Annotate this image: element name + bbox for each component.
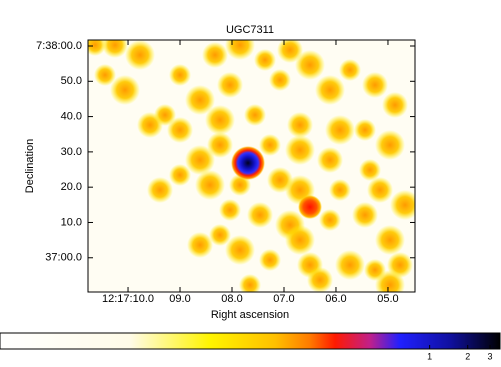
emission-blob [287, 112, 313, 138]
emission-blob [329, 179, 351, 201]
x-tick-label: 07.0 [273, 293, 294, 305]
colorbar-tick-label: 2 [465, 351, 470, 361]
emission-blob [102, 40, 128, 58]
emission-blob [187, 232, 213, 258]
emission-blob [317, 147, 343, 173]
emission-blob [94, 64, 116, 86]
emission-blob [390, 190, 415, 220]
y-axis-label: Declination [24, 139, 36, 193]
emission-blob [244, 104, 266, 126]
emission-blob [354, 119, 376, 141]
colorbar-tick-label: 1 [427, 351, 432, 361]
x-tick-label: 05.0 [377, 293, 398, 305]
x-axis-label: Right ascension [211, 309, 289, 321]
emission-blob [219, 199, 241, 221]
emission-blob [315, 75, 345, 105]
emission-blob [185, 85, 215, 115]
emission-blob [269, 69, 291, 91]
emission-blob [319, 209, 341, 231]
emission-blob [110, 75, 140, 105]
y-tick-label: 20.0 [61, 181, 82, 193]
colorbar [0, 332, 501, 350]
emission-blob [295, 50, 325, 80]
x-tick-label: 09.0 [169, 293, 190, 305]
emission-blob [167, 117, 193, 143]
y-tick-label: 30.0 [61, 146, 82, 158]
emission-blob [202, 42, 228, 68]
emission-blob [367, 177, 393, 203]
emission-blob [247, 202, 273, 228]
x-tick-label: 08.0 [221, 293, 242, 305]
emission-blob [335, 250, 365, 280]
emission-blob [169, 64, 191, 86]
bright-source [231, 146, 265, 180]
emission-blob [259, 249, 281, 271]
plot-frame [87, 39, 416, 293]
emission-blob [125, 40, 155, 70]
emission-blob [352, 202, 378, 228]
emission-blob [375, 130, 405, 160]
emission-blob [277, 40, 303, 63]
y-tick-label: 10.0 [61, 216, 82, 228]
emission-blob [207, 132, 233, 158]
emission-blob [375, 270, 405, 292]
x-tick-label: 12:17:10.0 [102, 293, 154, 305]
secondary-source [298, 195, 322, 219]
chart-title: UGC7311 [226, 24, 274, 36]
emission-blob [88, 40, 106, 56]
emission-blob [325, 115, 355, 145]
emission-blob [217, 72, 243, 98]
emission-blob [339, 59, 361, 81]
emission-blob [225, 235, 255, 265]
emission-blob [205, 105, 235, 135]
emission-blob [195, 170, 225, 200]
emission-blob [285, 135, 315, 165]
colorbar-tick-label: 3 [487, 351, 492, 361]
y-tick-label: 50.0 [61, 75, 82, 87]
emission-blob [362, 72, 388, 98]
emission-blob [382, 92, 408, 118]
y-tick-label: 37:00.0 [45, 252, 82, 264]
emission-blob [359, 159, 381, 181]
image [88, 40, 415, 292]
emission-blob [209, 224, 231, 246]
y-tick-label: 7:38:00.0 [36, 40, 82, 52]
emission-blob [375, 225, 405, 255]
emission-blob [169, 164, 191, 186]
emission-blob [147, 177, 173, 203]
emission-blob [254, 49, 276, 71]
emission-blob [259, 134, 281, 156]
x-tick-label: 06.0 [325, 293, 346, 305]
emission-blob [307, 267, 333, 292]
emission-blob [285, 225, 315, 255]
emission-blob [239, 274, 261, 292]
emission-blob [185, 145, 215, 175]
emission-blob [137, 112, 163, 138]
y-tick-label: 40.0 [61, 110, 82, 122]
